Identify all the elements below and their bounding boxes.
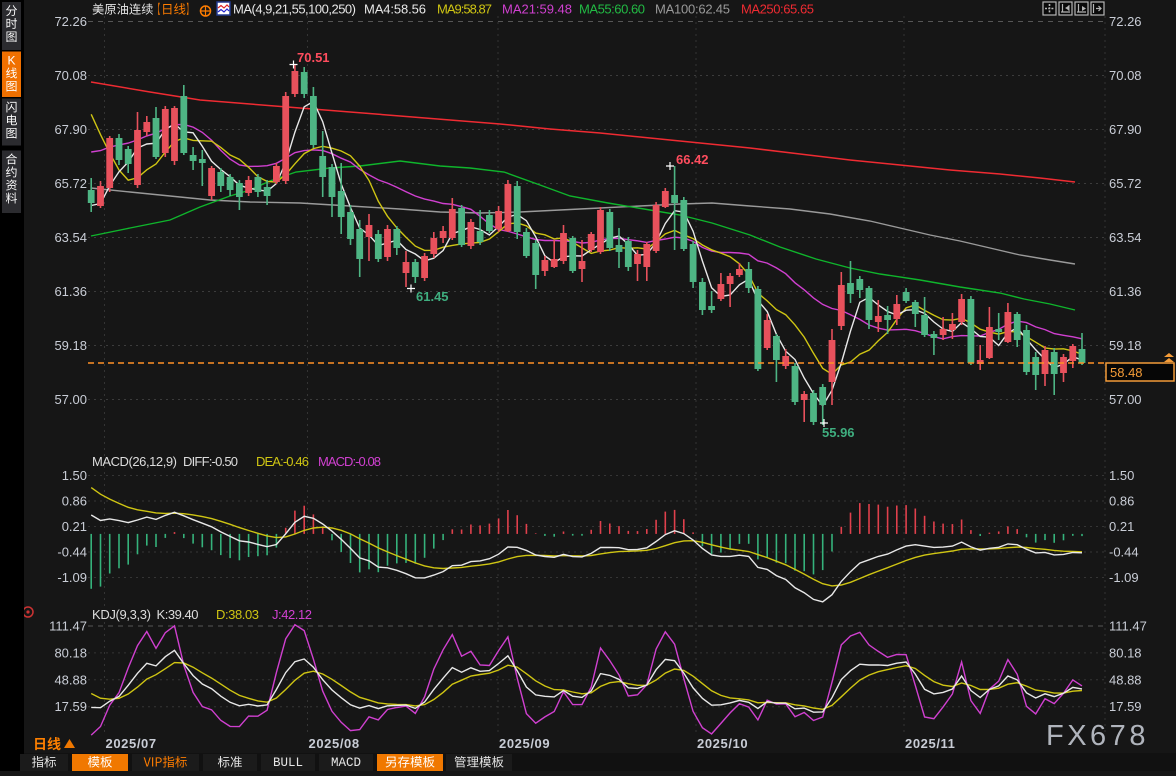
svg-text:80.18: 80.18 [54, 645, 87, 660]
svg-text:2025/07: 2025/07 [106, 736, 157, 751]
svg-text:65.72: 65.72 [54, 176, 87, 191]
svg-text:70.08: 70.08 [1109, 68, 1142, 83]
svg-text:2025/09: 2025/09 [499, 736, 550, 751]
svg-text:111.47: 111.47 [1109, 619, 1147, 634]
svg-text:48.88: 48.88 [1109, 672, 1142, 687]
svg-text:48.88: 48.88 [54, 672, 87, 687]
svg-text:-0.44: -0.44 [1109, 545, 1139, 560]
svg-text:111.47: 111.47 [49, 619, 87, 634]
svg-text:58.48: 58.48 [1110, 365, 1143, 380]
svg-text:70.08: 70.08 [54, 68, 87, 83]
svg-text:72.26: 72.26 [1109, 14, 1142, 29]
svg-text:-1.09: -1.09 [1109, 570, 1139, 585]
svg-text:59.18: 59.18 [1109, 338, 1142, 353]
svg-text:66.42: 66.42 [676, 152, 709, 167]
svg-text:67.90: 67.90 [54, 122, 87, 137]
svg-text:63.54: 63.54 [1109, 230, 1142, 245]
svg-text:67.90: 67.90 [1109, 122, 1142, 137]
svg-text:55.96: 55.96 [822, 425, 855, 440]
svg-text:1.50: 1.50 [1109, 468, 1134, 483]
svg-text:BULL: BULL [273, 756, 303, 770]
svg-text:80.18: 80.18 [1109, 645, 1142, 660]
svg-text:57.00: 57.00 [1109, 392, 1142, 407]
svg-text:0.21: 0.21 [62, 519, 87, 534]
svg-text:2025/11: 2025/11 [905, 736, 955, 751]
svg-text:63.54: 63.54 [54, 230, 87, 245]
svg-text:FX678: FX678 [1046, 720, 1149, 752]
svg-text:0.86: 0.86 [62, 494, 87, 509]
svg-text:70.51: 70.51 [297, 50, 330, 65]
svg-text:2025/10: 2025/10 [697, 736, 748, 751]
svg-text:61.36: 61.36 [54, 284, 87, 299]
svg-text:-1.09: -1.09 [57, 570, 87, 585]
svg-text:61.36: 61.36 [1109, 284, 1142, 299]
svg-text:0.21: 0.21 [1109, 519, 1134, 534]
svg-text:MA(4,9,21,55,100,250)MA4:58.56: MA(4,9,21,55,100,250) MA4:58.56 MA9:58.87 M… [233, 2, 814, 17]
svg-text:MACD: MACD [331, 756, 361, 770]
svg-text:72.26: 72.26 [54, 14, 87, 29]
svg-text:61.45: 61.45 [416, 289, 449, 304]
svg-text:0.86: 0.86 [1109, 494, 1134, 509]
svg-text:K: K [7, 54, 15, 68]
svg-text:65.72: 65.72 [1109, 176, 1142, 191]
svg-text:17.59: 17.59 [54, 699, 87, 714]
svg-text:59.18: 59.18 [54, 338, 87, 353]
svg-text:1.50: 1.50 [62, 468, 87, 483]
svg-text:17.59: 17.59 [1109, 699, 1142, 714]
svg-text:2025/08: 2025/08 [309, 736, 360, 751]
svg-text:57.00: 57.00 [54, 392, 87, 407]
svg-text:-0.44: -0.44 [57, 545, 87, 560]
svg-text:KDJ(9,3,3)K:39.40D:38.03J:42.1: KDJ(9,3,3) K:39.40 D:38.03 J:42.12 [92, 607, 312, 622]
